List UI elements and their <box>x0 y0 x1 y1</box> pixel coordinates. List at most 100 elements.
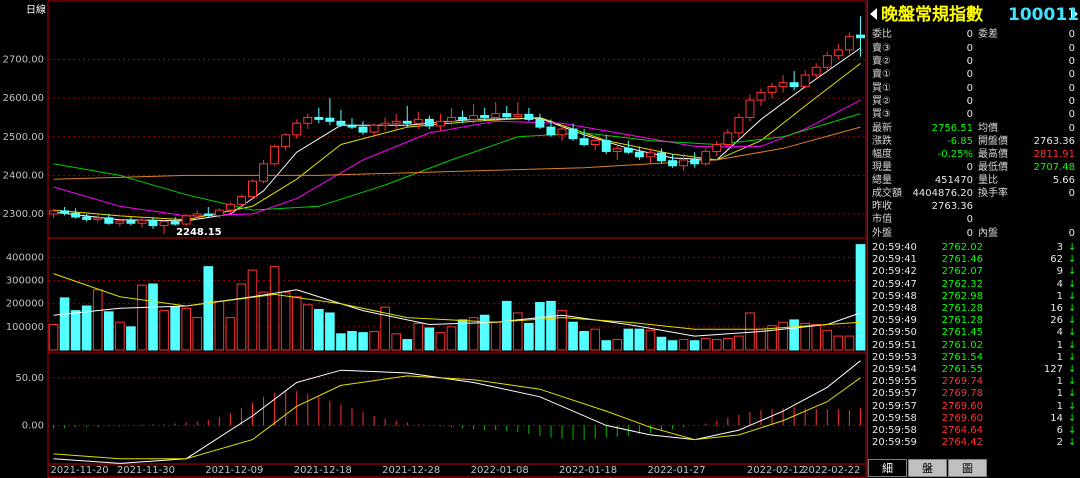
candle-body <box>292 122 302 136</box>
line <box>53 360 861 464</box>
chart: 日線 2300.00 2400.00 2500.00 2600.00 2700.00 10… <box>3 0 867 478</box>
tick-time: 20:59:48 <box>872 290 917 302</box>
field-value: 1 <box>1056 339 1063 351</box>
volume-bar <box>601 340 612 351</box>
field-value: 16 <box>1050 303 1063 314</box>
field-value: 0 <box>966 214 973 225</box>
volume-bar <box>214 300 225 351</box>
candle-body <box>822 55 832 68</box>
x-tick-label: 2022-02-22 <box>802 465 860 476</box>
field-value: 2763.36 <box>1033 136 1075 147</box>
x-tick-label: 2022-01-27 <box>647 465 705 476</box>
tick-time: 20:59:54 <box>872 364 917 375</box>
line <box>53 375 861 460</box>
field-value: 2762.98 <box>941 290 983 302</box>
field-value: 127 <box>1043 364 1063 375</box>
field-value: 2763.36 <box>931 201 973 212</box>
field-value: 0 <box>966 83 973 94</box>
volume-bar <box>745 312 755 351</box>
x-tick-label: 2021-12-18 <box>294 465 352 476</box>
tick-time: 20:59:41 <box>872 254 917 266</box>
y-tick-label: 200000 <box>6 299 44 310</box>
field-value: 0 <box>1068 96 1075 107</box>
candle-body <box>767 86 777 93</box>
candle-body <box>270 145 280 165</box>
tick-time: 20:59:58 <box>872 412 917 424</box>
volume-bar <box>656 336 667 351</box>
chart-title: 日線 <box>26 3 46 16</box>
volume-bar <box>479 314 490 351</box>
volume-bar <box>800 322 811 351</box>
field-value: -0.25% <box>937 149 973 160</box>
volume-bar <box>115 321 125 351</box>
volume-bar <box>302 304 313 351</box>
candle-body <box>557 128 567 136</box>
candle-body <box>325 117 335 122</box>
volume-bar <box>369 330 379 351</box>
volume-bar <box>512 312 523 351</box>
tick-direction: ↓ <box>1068 425 1077 436</box>
field-value: 2761.46 <box>941 254 983 266</box>
candle-body <box>546 126 556 136</box>
volume-bar <box>568 321 578 351</box>
candle-body <box>480 115 490 118</box>
candle-body <box>181 215 191 225</box>
candle-body <box>601 140 611 152</box>
field-value: 0 <box>1068 56 1075 67</box>
field-value: 2762.07 <box>941 266 983 278</box>
tick-direction: ↓ <box>1068 364 1077 375</box>
candle-body <box>679 159 689 167</box>
quote-panel: 晚盤常規指數 100011 委比 0 委差 0 賣③ 0 0 賣② 0 0 賣① 0 0 買① 0 0 買② 0 0… <box>867 0 1080 478</box>
field-value: 2761.54 <box>941 351 983 363</box>
candle-body <box>60 210 70 214</box>
volume-bar <box>711 339 722 351</box>
x-tick-label: 2022-01-08 <box>471 465 529 476</box>
x-tick-label: 2021-12-28 <box>382 465 440 476</box>
tick-direction: ↓ <box>1068 266 1077 278</box>
field-value: 62 <box>1050 254 1063 266</box>
tick-time: 20:59:47 <box>872 278 917 290</box>
candle-body <box>756 91 766 101</box>
volume-bar <box>822 329 833 351</box>
volume-bar <box>325 312 335 351</box>
y-tick-label: 2500.00 <box>3 132 44 143</box>
y-tick-label: 2700.00 <box>3 55 44 66</box>
field-value: 1 <box>1056 388 1063 400</box>
field-value: 0 <box>966 228 973 239</box>
volume-bar <box>634 328 645 351</box>
field-label: 最新 <box>872 123 892 134</box>
tab[interactable]: 盤 <box>908 459 947 477</box>
tick-time: 20:59:57 <box>872 400 917 412</box>
candle-body <box>82 216 92 220</box>
candle-body <box>148 219 158 227</box>
field-value: 2 <box>1056 437 1063 449</box>
x-tick-label: 2022-02-12 <box>747 465 805 476</box>
volume-bar <box>137 284 147 351</box>
volume-bar <box>236 283 247 351</box>
prev-arrow[interactable] <box>870 8 877 20</box>
field-value: 1 <box>1056 351 1063 363</box>
candle-body <box>303 116 313 124</box>
volume-bar <box>402 339 413 351</box>
volume-bar <box>170 306 180 351</box>
field-label: 市值 <box>872 214 892 225</box>
tab[interactable]: 細 <box>868 459 907 477</box>
tick-direction: ↓ <box>1068 376 1077 388</box>
field-value: 0 <box>1068 43 1075 54</box>
volume-bar <box>778 321 788 351</box>
tab[interactable]: 圖 <box>948 459 987 477</box>
candle-body <box>49 210 59 215</box>
tick-time: 20:59:57 <box>872 388 917 400</box>
tick-time: 20:59:40 <box>872 242 917 253</box>
next-arrow[interactable] <box>1071 8 1078 20</box>
tick-direction: ↓ <box>1068 278 1077 290</box>
field-value: 0 <box>1068 109 1075 120</box>
field-value: 0 <box>1068 188 1075 199</box>
candle-body <box>248 180 257 198</box>
tick-direction: ↓ <box>1068 412 1077 424</box>
candle-body <box>833 49 843 57</box>
field-label: 成交額 <box>872 188 902 199</box>
tick-time: 20:59:50 <box>872 327 917 339</box>
candle-body <box>380 122 390 126</box>
